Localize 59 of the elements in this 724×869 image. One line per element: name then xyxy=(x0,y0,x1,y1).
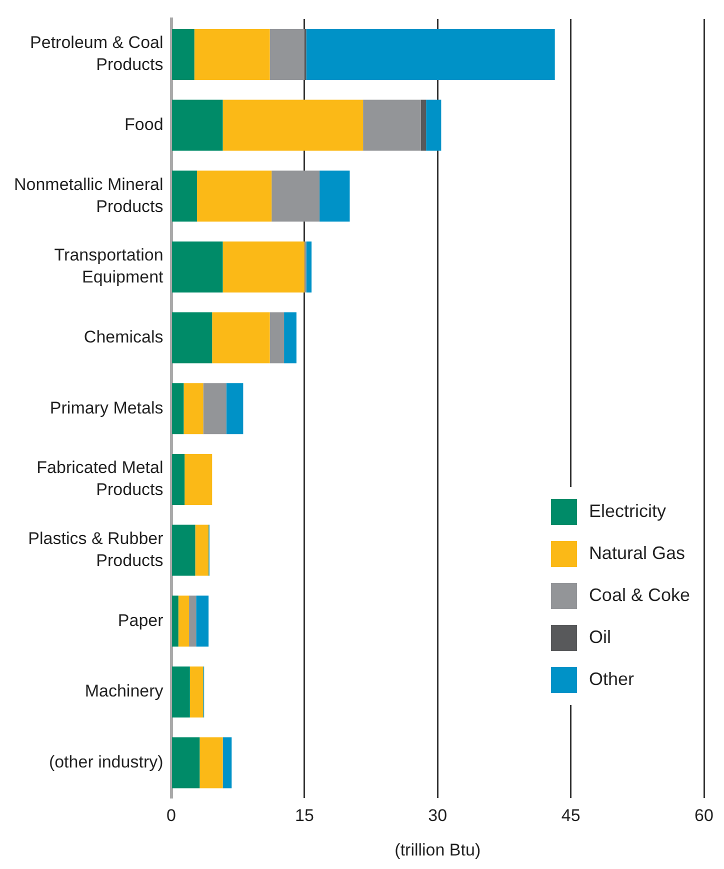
y-tick-label: Fabricated Metal Products xyxy=(36,458,164,500)
bar xyxy=(306,241,312,292)
y-tick-label: (other industry) xyxy=(48,752,164,772)
legend-label: Coal & Coke xyxy=(588,585,690,606)
x-tick-label: 15 xyxy=(294,806,314,826)
legend-label: Electricity xyxy=(588,501,666,522)
bar xyxy=(189,596,196,647)
legend-label: Natural Gas xyxy=(588,543,685,564)
bar xyxy=(420,100,426,151)
y-tick-label: Nonmetallic Mineral Products xyxy=(14,174,164,216)
legend-label: Other xyxy=(588,669,634,690)
y-tick-label: Food xyxy=(124,114,164,134)
bar xyxy=(196,596,209,647)
bar xyxy=(203,383,226,434)
bar xyxy=(197,170,272,222)
bar xyxy=(190,666,204,718)
bar xyxy=(172,524,196,576)
x-axis-title: (trillion Btu) xyxy=(394,840,481,860)
bar xyxy=(172,241,223,292)
bar xyxy=(172,170,198,222)
y-tick-label: Chemicals xyxy=(84,327,164,346)
bar xyxy=(195,524,209,576)
y-tick-label: Plastics & Rubber Products xyxy=(28,528,164,570)
bar xyxy=(212,312,270,364)
bar xyxy=(200,737,223,788)
bar xyxy=(426,100,442,151)
bar xyxy=(306,28,555,80)
bar xyxy=(363,100,421,151)
bar xyxy=(172,596,178,647)
x-tick-label: 0 xyxy=(166,806,176,826)
bar xyxy=(320,170,350,222)
bar xyxy=(222,100,364,151)
bar xyxy=(172,454,185,505)
bar xyxy=(172,28,194,80)
bar xyxy=(270,312,284,364)
bar xyxy=(172,100,223,151)
y-tick-label: Primary Metals xyxy=(50,398,164,418)
bar xyxy=(172,666,190,718)
bar xyxy=(184,454,212,505)
legend-label: Oil xyxy=(588,627,611,648)
bar xyxy=(172,737,200,788)
bar xyxy=(270,28,304,80)
y-tick-label: Transportation Equipment xyxy=(54,246,164,287)
bar xyxy=(284,312,296,364)
x-tick-label: 45 xyxy=(561,806,580,826)
x-tick-label: 30 xyxy=(428,806,448,826)
bar xyxy=(194,28,270,80)
bar xyxy=(178,596,190,647)
y-tick-label: Machinery xyxy=(84,682,164,701)
bar xyxy=(222,737,232,788)
x-tick-label: 60 xyxy=(694,806,714,826)
bar xyxy=(184,383,204,434)
y-tick-label: Petroleum & Coal Products xyxy=(30,33,164,74)
bar xyxy=(222,241,304,292)
y-tick-label: Paper xyxy=(118,610,164,630)
bar xyxy=(172,312,212,364)
bar xyxy=(226,383,244,434)
bar xyxy=(272,170,320,222)
bar xyxy=(172,383,184,434)
